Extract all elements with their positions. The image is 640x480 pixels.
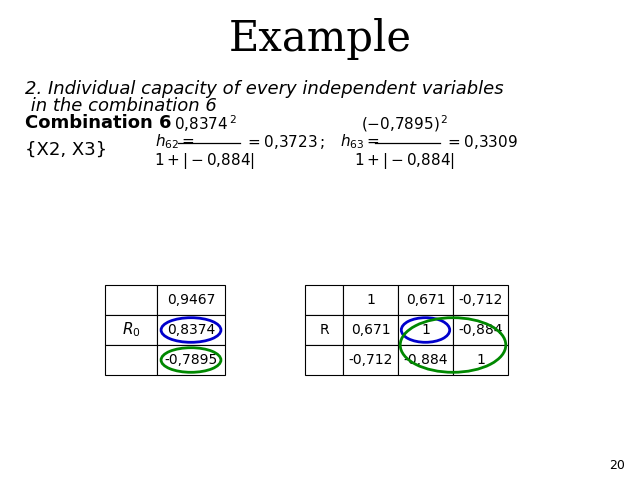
Text: 1: 1 xyxy=(421,323,430,337)
Text: 0,671: 0,671 xyxy=(406,293,445,307)
Bar xyxy=(105,315,157,345)
Text: $h_{62} =$: $h_{62} =$ xyxy=(155,132,195,151)
Text: -0,7895: -0,7895 xyxy=(164,353,218,367)
Bar xyxy=(305,285,343,315)
Text: -0,712: -0,712 xyxy=(458,293,502,307)
Text: 0,671: 0,671 xyxy=(351,323,390,337)
Text: -0,884: -0,884 xyxy=(403,353,448,367)
Text: Example: Example xyxy=(228,18,412,60)
Bar xyxy=(343,285,398,315)
Bar xyxy=(343,315,398,345)
Text: $h_{63} =$: $h_{63} =$ xyxy=(340,132,380,151)
Text: $R_0$: $R_0$ xyxy=(122,321,140,339)
Bar xyxy=(398,315,453,345)
Bar xyxy=(453,345,508,375)
Bar xyxy=(105,285,157,315)
Bar xyxy=(398,345,453,375)
Bar xyxy=(105,345,157,375)
Text: 1: 1 xyxy=(366,293,375,307)
Text: $1+|-0{,}884|$: $1+|-0{,}884|$ xyxy=(154,151,255,171)
Bar xyxy=(343,345,398,375)
Bar xyxy=(398,285,453,315)
Text: 2. Individual capacity of every independent variables: 2. Individual capacity of every independ… xyxy=(25,80,504,98)
Bar xyxy=(453,285,508,315)
Text: $1+|-0{,}884|$: $1+|-0{,}884|$ xyxy=(355,151,456,171)
Text: $0{,}8374^{\,2}$: $0{,}8374^{\,2}$ xyxy=(173,113,236,134)
Text: 20: 20 xyxy=(609,459,625,472)
Text: $= 0{,}3723\,;$: $= 0{,}3723\,;$ xyxy=(245,133,325,151)
Text: in the combination 6: in the combination 6 xyxy=(25,97,217,115)
Text: 1: 1 xyxy=(476,353,485,367)
Bar xyxy=(305,345,343,375)
Text: 0,8374: 0,8374 xyxy=(167,323,215,337)
Bar xyxy=(305,315,343,345)
Bar xyxy=(157,285,225,315)
Text: R: R xyxy=(319,323,329,337)
Text: $(-0{,}7895)^{\,2}$: $(-0{,}7895)^{\,2}$ xyxy=(361,113,449,134)
Bar xyxy=(157,345,225,375)
Text: {X2, X3}: {X2, X3} xyxy=(25,141,107,159)
Text: -0,712: -0,712 xyxy=(348,353,393,367)
Text: -0,884: -0,884 xyxy=(458,323,503,337)
Text: Combination 6: Combination 6 xyxy=(25,114,172,132)
Text: 0,9467: 0,9467 xyxy=(167,293,215,307)
Bar xyxy=(157,315,225,345)
Bar xyxy=(453,315,508,345)
Text: $= 0{,}3309$: $= 0{,}3309$ xyxy=(445,133,518,151)
